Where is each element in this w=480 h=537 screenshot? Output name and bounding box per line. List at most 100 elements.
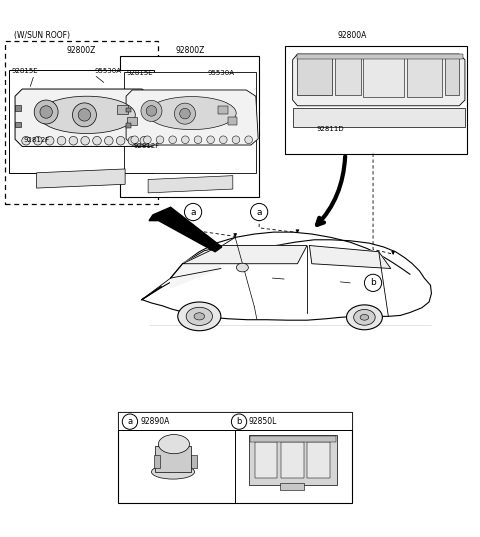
Bar <box>155 446 191 472</box>
Circle shape <box>146 106 157 116</box>
Polygon shape <box>148 176 233 193</box>
Ellipse shape <box>347 305 383 330</box>
Bar <box>9 70 154 173</box>
Circle shape <box>122 414 138 429</box>
Ellipse shape <box>156 136 164 143</box>
Text: b: b <box>370 278 376 287</box>
Ellipse shape <box>81 136 89 145</box>
Polygon shape <box>182 245 307 264</box>
Polygon shape <box>293 108 465 127</box>
Bar <box>407 57 443 97</box>
Ellipse shape <box>38 96 135 134</box>
Text: 95530A: 95530A <box>94 68 121 74</box>
Text: 92815E: 92815E <box>126 70 153 76</box>
Bar <box>280 483 304 490</box>
Text: a: a <box>256 207 262 216</box>
Circle shape <box>72 103 96 127</box>
Ellipse shape <box>57 136 66 145</box>
Text: 92800Z: 92800Z <box>175 46 204 55</box>
Bar <box>250 436 336 442</box>
Bar <box>363 57 404 97</box>
Bar <box>255 442 277 477</box>
Ellipse shape <box>131 136 139 143</box>
Text: 92812F: 92812F <box>24 137 50 143</box>
Polygon shape <box>170 247 220 288</box>
Polygon shape <box>293 54 465 106</box>
Ellipse shape <box>93 136 101 145</box>
Bar <box>191 455 197 468</box>
Circle shape <box>184 204 202 221</box>
Bar <box>298 54 463 59</box>
Bar <box>154 455 159 468</box>
Bar <box>4 41 157 204</box>
Text: 92850L: 92850L <box>248 417 276 426</box>
Circle shape <box>174 103 195 124</box>
Ellipse shape <box>105 136 113 145</box>
Text: a: a <box>191 207 196 216</box>
Circle shape <box>40 106 52 118</box>
Bar <box>335 58 361 95</box>
Text: 95530A: 95530A <box>207 70 234 76</box>
Circle shape <box>141 100 162 121</box>
Polygon shape <box>126 90 258 145</box>
Bar <box>286 46 468 154</box>
Bar <box>127 117 137 126</box>
Ellipse shape <box>34 136 42 145</box>
Bar <box>117 105 128 114</box>
Bar <box>445 58 459 95</box>
Ellipse shape <box>169 136 177 143</box>
Ellipse shape <box>360 315 369 320</box>
Bar <box>15 105 21 111</box>
Ellipse shape <box>237 263 248 272</box>
Ellipse shape <box>152 465 194 479</box>
Bar <box>126 124 131 128</box>
Ellipse shape <box>116 136 125 145</box>
Ellipse shape <box>181 136 189 143</box>
Ellipse shape <box>147 97 236 129</box>
Polygon shape <box>36 169 125 188</box>
Bar <box>281 442 304 477</box>
Bar <box>228 117 237 125</box>
Circle shape <box>78 108 91 121</box>
Ellipse shape <box>158 434 190 454</box>
Bar <box>308 442 330 477</box>
Ellipse shape <box>245 136 252 143</box>
Ellipse shape <box>178 302 221 331</box>
Bar <box>118 412 352 503</box>
Ellipse shape <box>128 136 137 145</box>
Polygon shape <box>142 240 432 320</box>
Ellipse shape <box>194 313 204 320</box>
Circle shape <box>231 414 247 429</box>
Text: b: b <box>236 417 242 426</box>
Polygon shape <box>15 89 156 147</box>
Text: 92800Z: 92800Z <box>66 46 96 55</box>
Polygon shape <box>149 207 222 252</box>
Bar <box>249 434 337 485</box>
Bar <box>124 72 256 173</box>
Bar <box>126 108 131 112</box>
Text: (W/SUN ROOF): (W/SUN ROOF) <box>14 31 70 40</box>
Text: 92800A: 92800A <box>338 31 367 40</box>
Ellipse shape <box>140 136 149 145</box>
Polygon shape <box>310 245 391 268</box>
Text: a: a <box>127 417 132 426</box>
Text: 92812F: 92812F <box>133 143 159 149</box>
Ellipse shape <box>354 309 375 325</box>
Ellipse shape <box>144 136 151 143</box>
Text: 92890A: 92890A <box>141 417 170 426</box>
Circle shape <box>34 100 58 124</box>
Circle shape <box>251 204 268 221</box>
Ellipse shape <box>22 136 30 145</box>
Bar <box>15 121 21 127</box>
Ellipse shape <box>232 136 240 143</box>
Ellipse shape <box>194 136 202 143</box>
Ellipse shape <box>69 136 78 145</box>
Circle shape <box>180 108 190 119</box>
Text: 92811D: 92811D <box>317 126 344 132</box>
Bar <box>218 106 228 113</box>
Bar <box>118 412 352 430</box>
Ellipse shape <box>186 307 213 325</box>
Bar <box>120 55 259 197</box>
Circle shape <box>364 274 382 292</box>
Bar <box>298 58 332 95</box>
